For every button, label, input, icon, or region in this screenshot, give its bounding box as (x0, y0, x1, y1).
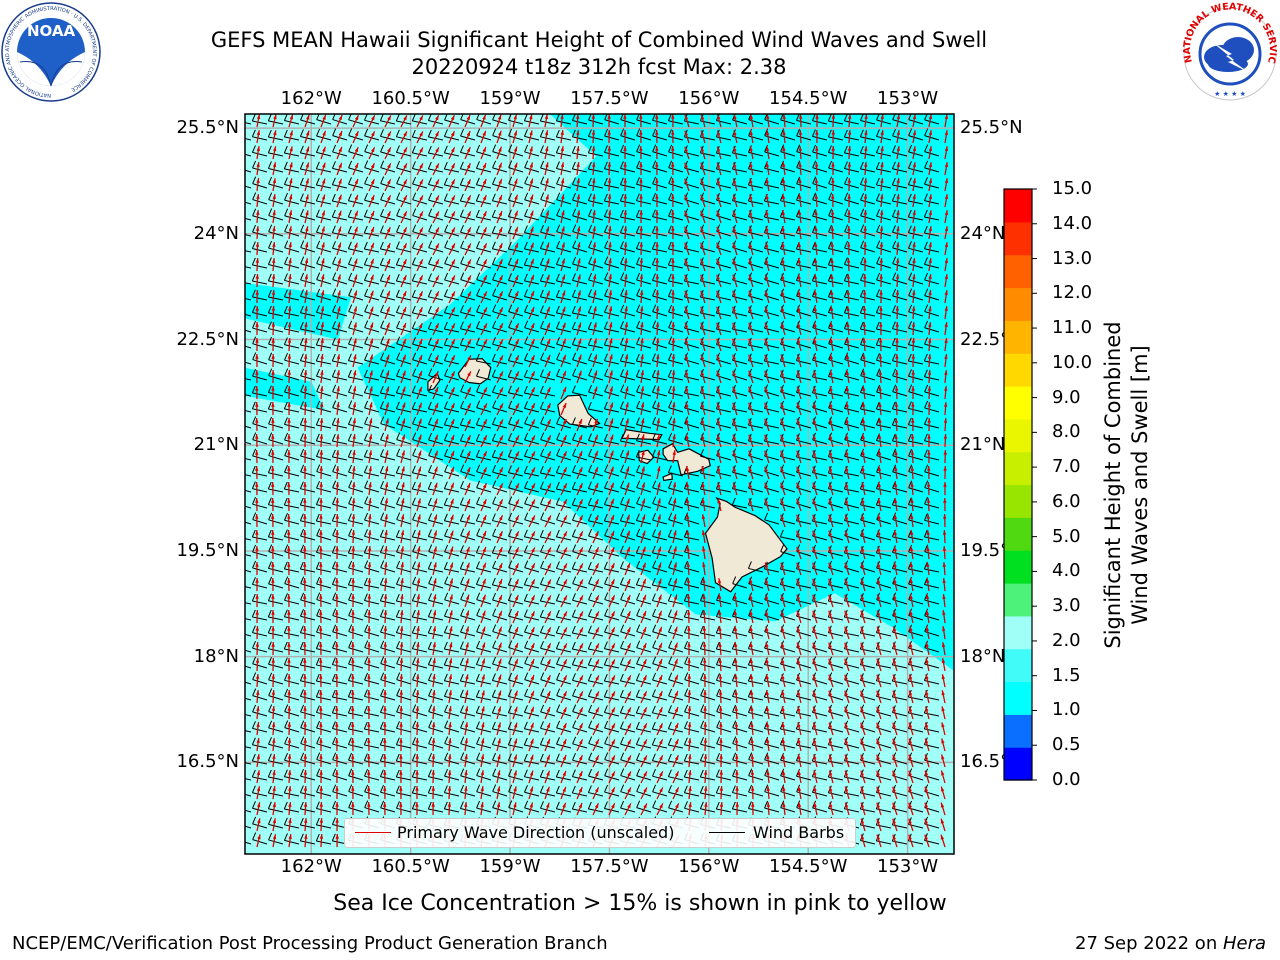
colorbar-label-6: 4.0 (1052, 560, 1081, 582)
lat-tick-left-0: 25.5°N (176, 117, 239, 139)
colorbar-label-16: 14.0 (1052, 212, 1093, 234)
colorbar-label-0: 0.0 (1052, 769, 1081, 790)
colorbar-label-15: 13.0 (1052, 247, 1093, 269)
colorbar-label-9: 7.0 (1052, 456, 1081, 478)
credit-left: NCEP/EMC/Verification Post Processing Pr… (12, 933, 608, 954)
lat-tick-right-2: 22.5°N (960, 328, 1023, 350)
lat-tick-left-4: 19.5°N (176, 539, 239, 561)
colorbar-label-14: 12.0 (1052, 282, 1093, 304)
wave-direction-arrows (255, 114, 949, 848)
lon-tick-top-4: 156°W (678, 88, 740, 109)
chart-title: GEFS MEAN Hawaii Significant Height of C… (210, 28, 988, 52)
lat-tick-right-3: 21°N (960, 434, 1006, 456)
colorbar-label-7: 5.0 (1052, 525, 1081, 547)
lon-tick-top-3: 157.5°W (570, 88, 649, 109)
noaa-logo-text: NOAA (27, 22, 76, 40)
lat-tick-right-6: 16.5°N (960, 751, 1023, 773)
legend-wave-label: Primary Wave Direction (unscaled) (397, 823, 675, 842)
colorbar-label-12: 10.0 (1052, 351, 1093, 373)
colorbar-label-4: 2.0 (1052, 629, 1081, 651)
colorbar-label-1: 0.5 (1052, 734, 1081, 756)
colorbar-label-2: 1.0 (1052, 699, 1081, 721)
lon-tick-bottom-1: 160.5°W (371, 856, 450, 877)
map-field (245, 114, 954, 854)
nws-logo: NATIONAL WEATHER SERVICE ★ ★ ★ ★ (1177, 0, 1280, 102)
legend-barb-swatch (709, 832, 745, 833)
colorbar-title-line2: Wind Waves and Swell [m] (1128, 345, 1152, 625)
colorbar-label-3: 1.5 (1052, 664, 1081, 686)
lon-tick-top-0: 162°W (280, 88, 342, 109)
colorbar-title-line1: Significant Height of Combined (1101, 321, 1125, 649)
island-hawaii (704, 496, 788, 593)
lat-tick-right-5: 18°N (960, 645, 1006, 667)
lon-tick-top-1: 160.5°W (371, 88, 450, 109)
lat-tick-right-1: 24°N (960, 222, 1006, 244)
chart-subtitle: 20220924 t18z 312h fcst Max: 2.38 (411, 55, 787, 79)
lat-tick-left-6: 16.5°N (176, 751, 239, 773)
colorbar-label-17: 15.0 (1052, 178, 1093, 199)
wave-height-1.5-2.0-west2 (245, 367, 325, 410)
wave-height-1.5-2.0-region (357, 114, 954, 671)
map-legend: Primary Wave Direction (unscaled) Wind B… (344, 818, 856, 848)
lon-tick-bottom-6: 153°W (877, 856, 939, 877)
lon-tick-top-6: 153°W (877, 88, 939, 109)
svg-text:★ ★ ★ ★: ★ ★ ★ ★ (1214, 90, 1246, 98)
legend-wave-swatch (355, 832, 391, 833)
credit-host: Hera (1222, 933, 1266, 954)
colorbar-label-10: 8.0 (1052, 421, 1081, 443)
lat-tick-left-5: 18°N (193, 645, 239, 667)
lon-tick-bottom-4: 156°W (678, 856, 740, 877)
map-frame (244, 113, 955, 855)
colorbar-label-13: 11.0 (1052, 317, 1093, 339)
lon-tick-bottom-2: 159°W (479, 856, 541, 877)
colorbar-label-5: 3.0 (1052, 595, 1081, 617)
lon-tick-bottom-3: 157.5°W (570, 856, 649, 877)
lat-tick-right-4: 19.5°N (960, 539, 1023, 561)
lon-tick-top-5: 154.5°W (769, 88, 848, 109)
colorbar-title: Significant Height of Combined Wind Wave… (1100, 205, 1160, 765)
lat-tick-left-3: 21°N (193, 434, 239, 456)
credit-right: 27 Sep 2022 on Hera (1075, 933, 1266, 954)
lon-tick-bottom-5: 154.5°W (769, 856, 848, 877)
lon-tick-bottom-0: 162°W (280, 856, 342, 877)
island-oahu (557, 394, 601, 428)
legend-barb-label: Wind Barbs (753, 823, 845, 842)
island-kahoolawe (662, 472, 674, 482)
colorbar-label-11: 9.0 (1052, 386, 1081, 408)
lat-tick-left-1: 24°N (193, 222, 239, 244)
credit-date: 27 Sep 2022 on (1075, 933, 1223, 954)
lat-tick-right-0: 25.5°N (960, 117, 1023, 139)
sea-ice-note: Sea Ice Concentration > 15% is shown in … (333, 891, 947, 916)
lat-tick-left-2: 22.5°N (176, 328, 239, 350)
noaa-logo: NOAA NATIONAL OCEANIC AND ATMOSPHERIC AD… (0, 2, 102, 102)
colorbar-label-8: 6.0 (1052, 490, 1081, 512)
lon-tick-top-2: 159°W (479, 88, 541, 109)
